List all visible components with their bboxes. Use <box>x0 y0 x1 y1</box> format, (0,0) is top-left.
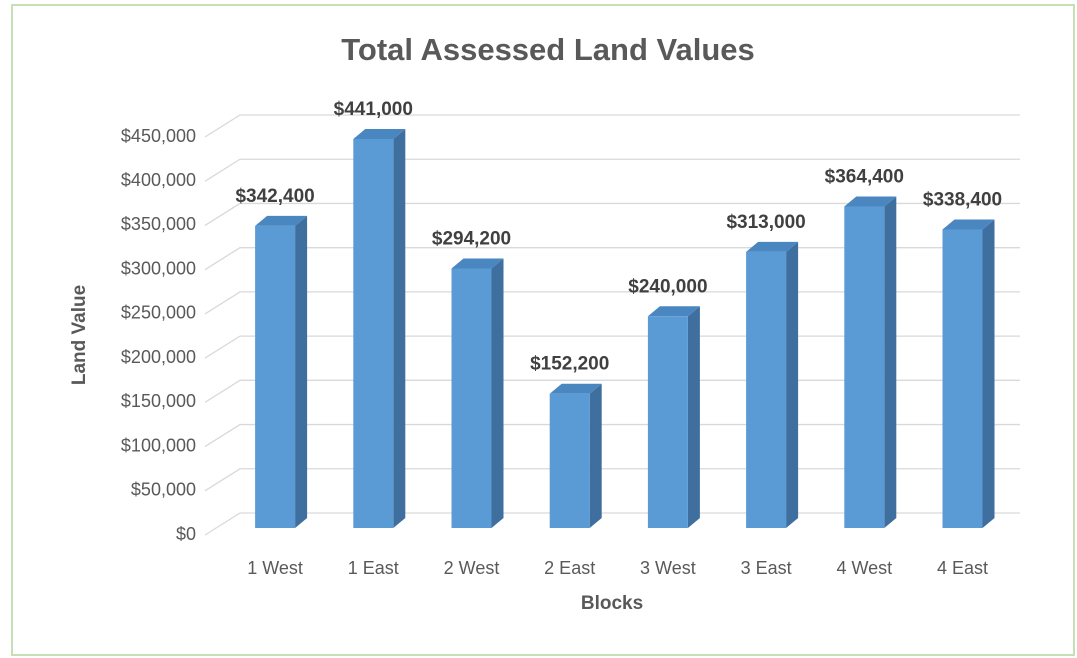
y-tick-label: $450,000 <box>121 126 196 146</box>
x-tick-label: 1 East <box>348 558 399 578</box>
data-label: $338,400 <box>923 189 1002 210</box>
bar-side <box>884 196 897 528</box>
bar <box>647 316 688 528</box>
y-axis-label: Land Value <box>69 285 90 385</box>
bar-side <box>393 128 406 528</box>
bar-top <box>942 219 995 230</box>
y-tick-label: $200,000 <box>121 347 196 367</box>
data-label: $342,400 <box>235 186 314 207</box>
y-tick-label: $150,000 <box>121 391 196 411</box>
bar-side <box>589 383 602 528</box>
bar-top <box>255 215 308 226</box>
bar <box>746 251 787 528</box>
data-label: $294,200 <box>432 228 511 249</box>
bar-top <box>353 128 406 139</box>
x-tick-label: 2 East <box>544 558 595 578</box>
y-tick-label: $300,000 <box>121 258 196 278</box>
chart-frame <box>11 4 1075 656</box>
data-label: $441,000 <box>334 99 413 120</box>
bar <box>255 225 296 528</box>
data-label: $152,200 <box>530 354 609 375</box>
x-tick-label: 3 West <box>640 558 696 578</box>
y-tick-label: $350,000 <box>121 214 196 234</box>
grid-line <box>204 114 1020 138</box>
bar-side <box>786 241 799 528</box>
y-tick-label: $50,000 <box>131 480 196 500</box>
bar-side <box>687 306 700 528</box>
grid-line <box>204 158 1020 182</box>
bar-side <box>491 258 504 528</box>
chart-title: Total Assessed Land Values <box>341 32 755 67</box>
data-label: $240,000 <box>628 276 707 297</box>
bar <box>451 268 492 528</box>
bar-top <box>746 241 799 252</box>
y-tick-label: $250,000 <box>121 303 196 323</box>
y-tick-label: $400,000 <box>121 170 196 190</box>
data-label: $364,400 <box>825 167 904 188</box>
x-tick-label: 4 East <box>937 558 988 578</box>
y-tick-label: $100,000 <box>121 435 196 455</box>
bar-side <box>295 215 308 528</box>
bar-top <box>647 306 700 317</box>
bar <box>549 393 590 528</box>
bar-top <box>844 196 897 207</box>
bar <box>942 229 983 528</box>
x-tick-label: 3 East <box>741 558 792 578</box>
y-tick-label: $0 <box>176 524 196 544</box>
x-tick-label: 4 West <box>836 558 892 578</box>
data-label: $313,000 <box>726 212 805 233</box>
grid-line <box>204 202 1020 226</box>
bar <box>844 206 885 528</box>
bar-top <box>549 383 602 394</box>
x-tick-label: 1 West <box>247 558 303 578</box>
bar-top <box>451 258 504 269</box>
x-axis-label: Blocks <box>581 593 643 614</box>
bar <box>353 138 394 528</box>
bar-side <box>982 219 995 528</box>
x-tick-label: 2 West <box>444 558 500 578</box>
